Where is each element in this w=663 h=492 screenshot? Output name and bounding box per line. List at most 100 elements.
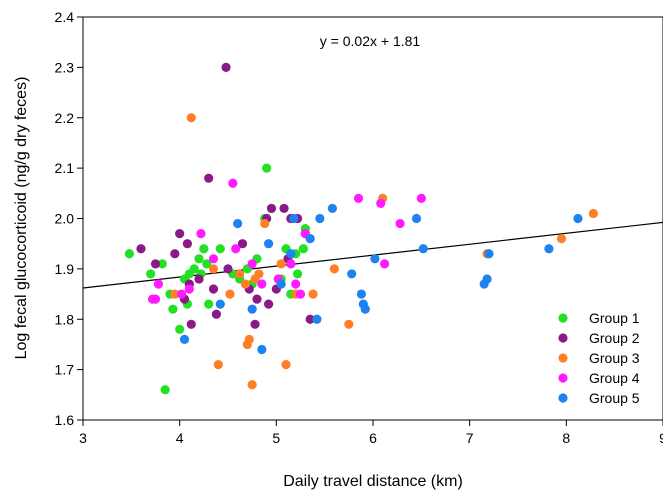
legend-marker-group-3 <box>558 353 568 363</box>
legend-label-group-4: Group 4 <box>589 370 640 386</box>
group-4-point <box>257 279 267 289</box>
group-2-point <box>266 203 277 214</box>
legend-label-group-3: Group 3 <box>589 350 640 366</box>
group-5-point <box>347 269 357 279</box>
group-1-point <box>168 304 178 314</box>
group-3-point <box>308 289 318 299</box>
group-2-point <box>186 319 196 329</box>
group-3-point <box>240 279 250 289</box>
group-2-point <box>204 173 214 183</box>
legend-marker-group-4 <box>558 373 568 383</box>
group-1-point <box>298 244 308 254</box>
group-1-point <box>157 259 167 269</box>
group-2-point <box>305 314 315 324</box>
group-5-point <box>286 249 296 259</box>
group-4-point <box>196 229 206 239</box>
y-tick-label: 1.8 <box>55 311 75 327</box>
y-tick-label: 2.2 <box>55 110 75 126</box>
group-3-point <box>329 264 339 274</box>
group-2-point <box>194 274 204 284</box>
group-1-point <box>124 249 134 259</box>
group-2-point <box>223 264 233 274</box>
group-2-point <box>150 259 161 269</box>
regression-equation: y = 0.02x + 1.81 <box>320 33 421 49</box>
group-5-point <box>305 234 315 244</box>
group-1-point <box>199 244 209 254</box>
group-4-point <box>228 178 238 188</box>
group-3-point <box>260 218 270 229</box>
group-5-point <box>257 344 267 355</box>
y-axis-label: Log fecal glucocorticoid (ng/g dry feces… <box>13 77 30 360</box>
x-tick-label: 8 <box>562 430 570 446</box>
y-tick-label: 1.6 <box>55 412 75 428</box>
group-1-point <box>215 244 225 254</box>
x-tick-label: 7 <box>466 430 474 446</box>
group-2-point <box>221 62 231 72</box>
group-2-point <box>182 239 192 249</box>
group-3-point <box>208 264 219 274</box>
group-3-point <box>556 234 567 244</box>
group-2-point <box>252 294 262 304</box>
points-layer <box>124 62 599 395</box>
group-3-point <box>281 359 291 370</box>
group-5-point <box>215 299 225 309</box>
x-axis-label: Daily travel distance (km) <box>283 473 463 490</box>
group-4-point <box>247 259 257 269</box>
group-1-point <box>175 324 185 334</box>
x-tick-label: 3 <box>79 430 87 446</box>
group-2-point <box>211 309 221 319</box>
group-4-point <box>395 218 405 229</box>
group-4-point <box>153 279 163 289</box>
legend-marker-group-2 <box>558 333 568 343</box>
group-4-point <box>416 193 426 203</box>
group-5-point <box>418 244 428 254</box>
group-4-point <box>208 254 219 264</box>
group-5-point <box>484 249 494 259</box>
legend-label-group-1: Group 1 <box>589 310 640 326</box>
group-3-point <box>170 289 180 299</box>
y-tick-label: 1.7 <box>55 362 75 378</box>
group-3-point <box>213 359 223 370</box>
x-tick-label: 9 <box>659 430 663 446</box>
group-2-point <box>237 239 248 249</box>
group-2-point <box>279 203 289 214</box>
legend-marker-group-1 <box>558 313 568 323</box>
group-1-point <box>293 269 303 279</box>
group-5-point <box>356 289 366 299</box>
group-5-point <box>247 304 257 314</box>
y-tick-label: 2.3 <box>55 59 75 75</box>
group-3-point <box>588 208 599 219</box>
group-2-point <box>175 229 185 239</box>
group-5-point <box>544 244 554 254</box>
x-tick-label: 4 <box>176 430 184 446</box>
group-4-point <box>376 198 386 208</box>
group-1-point <box>160 385 170 395</box>
group-1-point <box>194 254 204 264</box>
group-3-point <box>244 334 254 344</box>
group-5-point <box>482 274 492 284</box>
group-4-point <box>291 279 301 289</box>
y-tick-label: 2.1 <box>55 160 75 176</box>
group-4-point <box>295 289 306 299</box>
group-1-point <box>202 259 212 269</box>
group-5-point <box>411 213 422 224</box>
group-5-point <box>573 213 583 224</box>
group-4-point <box>177 289 187 299</box>
group-4-point <box>380 259 390 269</box>
group-1-point <box>262 163 272 173</box>
group-1-point <box>146 269 156 279</box>
group-2-point <box>208 284 219 294</box>
y-tick-label: 2.0 <box>55 211 75 227</box>
group-1-point <box>204 299 214 309</box>
group-4-point <box>184 284 194 294</box>
legend: Group 1 Group 2 Group 3 Group 4 Group 5 <box>558 310 640 406</box>
axes-layer: 3 4 5 6 7 8 9 1.6 1.7 1.8 1.9 2.0 2.1 2.2 2.3 2.4 <box>55 9 663 446</box>
group-5-point <box>315 213 325 224</box>
group-4-point <box>231 244 241 254</box>
group-2-point <box>264 299 274 309</box>
group-5-point <box>327 203 337 214</box>
group-4-point <box>150 294 161 304</box>
group-5-point <box>370 254 380 264</box>
y-tick-label: 2.4 <box>55 9 75 25</box>
group-2-point <box>170 249 180 259</box>
